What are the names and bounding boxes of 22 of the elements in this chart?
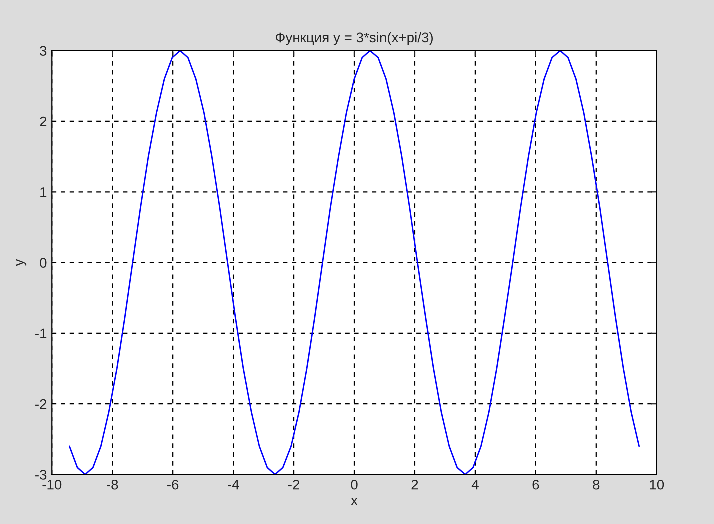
- x-tick-label: 10: [650, 480, 664, 490]
- y-axis-title: y: [16, 259, 27, 266]
- x-axis-title: x: [351, 498, 358, 506]
- x-tick-label: 2: [412, 480, 418, 490]
- chart-title: Функция y = 3*sin(x+pi/3): [276, 32, 433, 46]
- x-tick-label: 6: [532, 480, 540, 490]
- y-tick-label: 1: [40, 188, 47, 198]
- y-tick-label: -2: [36, 399, 47, 410]
- y-tick-label: 3: [40, 46, 47, 56]
- x-tick-label: -4: [228, 480, 240, 490]
- line-series: [68, 50, 640, 475]
- x-tick-label: -6: [168, 480, 179, 490]
- x-tick-label: -8: [107, 480, 118, 490]
- x-tick-label: 8: [593, 480, 600, 490]
- x-tick-label: -10: [42, 480, 62, 490]
- y-tick-label: -3: [36, 470, 47, 480]
- x-tick-label: -2: [288, 480, 300, 490]
- y-tick-label: -1: [36, 328, 47, 338]
- x-tick-label: 0: [351, 480, 358, 490]
- x-tick-label: 4: [472, 480, 479, 490]
- y-tick-label: 2: [40, 116, 47, 127]
- y-tick-label: 0: [40, 258, 47, 268]
